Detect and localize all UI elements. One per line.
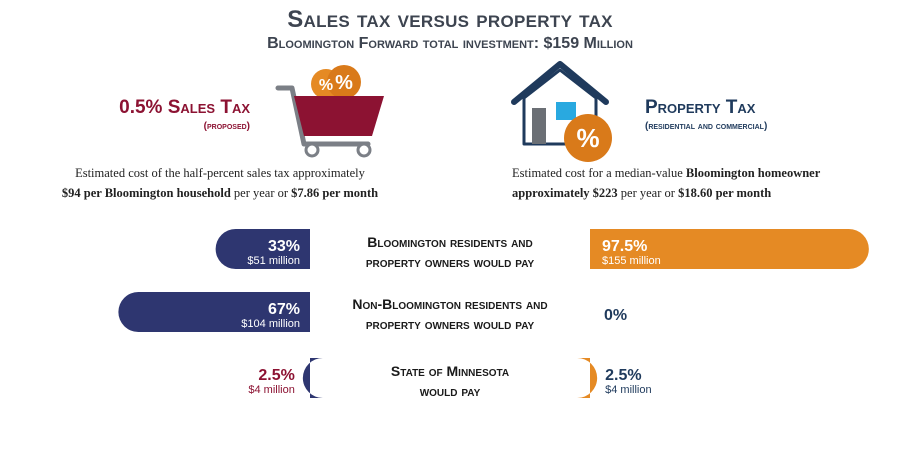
sales-tax-amount-label: $104 million (241, 318, 300, 330)
category-label-bloomington: Bloomington residents and property owners… (365, 234, 535, 270)
sales-tax-description: Estimated cost of the half-percent sales… (61, 166, 379, 200)
sales-tax-bar (302, 358, 323, 398)
sales-tax-subtitle: (proposed) (203, 121, 250, 132)
sales-tax-bar (118, 292, 310, 332)
sales-tax-amount-label: $4 million (248, 384, 294, 396)
sales-tax-percent-label: 2.5% (258, 367, 294, 384)
property-tax-title: Property Tax (645, 97, 756, 118)
property-tax-bar (577, 358, 598, 398)
sales-tax-bar (215, 229, 310, 269)
chart-subtitle: Bloomington Forward total investment: $1… (267, 35, 633, 52)
property-tax-percent-label: 2.5% (605, 367, 641, 384)
category-label-non-bloomington: Non-Bloomington residents and property ow… (352, 296, 548, 332)
svg-text:%: % (335, 72, 353, 94)
sales-tax-amount-label: $51 million (247, 255, 300, 267)
chart-title: Sales tax versus property tax (287, 6, 613, 33)
property-tax-percent-label: 97.5% (602, 238, 647, 255)
property-tax-bar (590, 229, 869, 269)
shopping-cart-percent-icon: % % (275, 65, 384, 158)
house-percent-icon: % (511, 61, 612, 162)
svg-text:%: % (319, 77, 333, 94)
category-label-state: State of Minnesota would pay (390, 363, 510, 399)
property-tax-description: Estimated cost for a median-value Bloomi… (512, 166, 821, 200)
sales-tax-title: 0.5% Sales Tax (119, 97, 250, 118)
sales-tax-percent-label: 67% (268, 301, 300, 318)
property-tax-percent-label: 0% (604, 307, 627, 324)
svg-text:%: % (576, 123, 599, 153)
sales-tax-percent-label: 33% (268, 238, 300, 255)
property-tax-subtitle: (residential and commercial) (645, 121, 768, 132)
property-tax-amount-label: $4 million (605, 384, 651, 396)
property-tax-amount-label: $155 million (602, 255, 661, 267)
